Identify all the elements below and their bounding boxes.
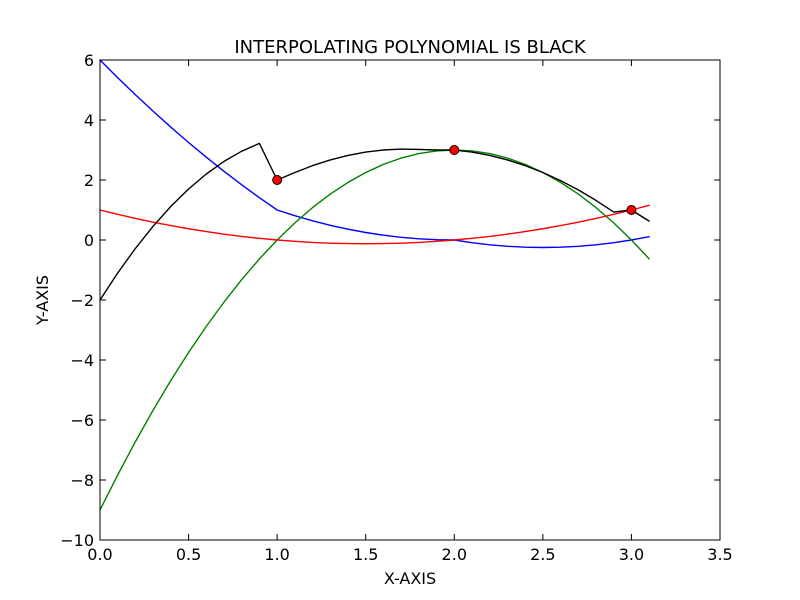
x-tick-label: 2.0 <box>442 545 467 564</box>
x-tick-label: 2.5 <box>530 545 555 564</box>
y-tick-label: 4 <box>84 111 94 130</box>
ticks-layer: 0.0 0.5 1.0 1.5 2.0 2.5 3.0 3.5 −10 −8 −6 −4 −2 0 2 4 6 <box>60 51 732 564</box>
y-tick-label: −6 <box>70 411 94 430</box>
x-axis-label: X-AXIS <box>384 569 436 588</box>
x-tick-label: 0.0 <box>87 545 112 564</box>
data-point-2 <box>626 205 637 215</box>
y-tick-label: 0 <box>84 231 94 250</box>
y-tick-label: −10 <box>60 531 94 550</box>
y-axis-label: Y-AXIS <box>33 275 52 326</box>
x-tick-label: 1.0 <box>264 545 289 564</box>
series-line-0 <box>99 59 650 249</box>
chart-title: INTERPOLATING POLYNOMIAL IS BLACK <box>234 37 586 58</box>
y-tick-label: −4 <box>70 351 94 370</box>
x-tick-label: 3.0 <box>619 545 644 564</box>
x-tick-label: 3.5 <box>707 545 732 564</box>
y-tick-label: −8 <box>70 471 94 490</box>
data-point-0 <box>272 175 283 185</box>
points-layer <box>272 145 637 215</box>
y-tick-label: 2 <box>84 171 94 190</box>
data-point-1 <box>449 145 460 155</box>
series-line-2 <box>99 204 650 245</box>
y-tick-label: −2 <box>70 291 94 310</box>
y-tick-label: 6 <box>84 51 94 70</box>
series-line-1 <box>99 149 650 511</box>
x-tick-label: 1.5 <box>353 545 378 564</box>
x-tick-label: 0.5 <box>176 545 201 564</box>
series-layer <box>99 59 650 511</box>
series-line-3 <box>99 142 650 301</box>
